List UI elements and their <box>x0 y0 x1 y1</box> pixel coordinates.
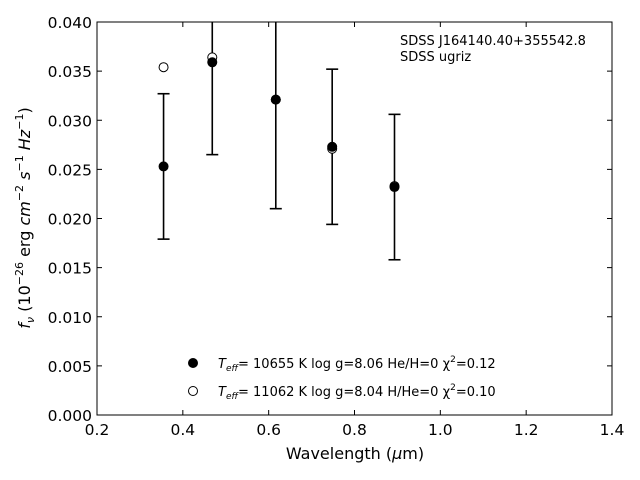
filled-circle-point <box>158 161 169 172</box>
data-marks <box>157 22 401 261</box>
filled-circle-point <box>327 141 338 152</box>
x-tick-label: 0.6 <box>256 421 281 439</box>
x-tick-label: 0.2 <box>85 421 110 439</box>
open-circle-point <box>158 62 169 73</box>
y-tick-label: 0.040 <box>48 14 92 32</box>
y-tick-label: 0.015 <box>48 260 92 278</box>
legend-marker-open <box>188 386 198 396</box>
y-tick-label: 0.025 <box>48 161 92 179</box>
legend-marker-filled <box>188 358 198 368</box>
annotation-line-2: SDSS ugriz <box>400 50 471 65</box>
x-tick-label: 1.2 <box>514 421 539 439</box>
annotation-line-1: SDSS J164140.40+355542.8 <box>400 34 586 49</box>
plot-frame <box>96 21 613 416</box>
filled-circle-point <box>270 94 281 105</box>
y-tick-label: 0.035 <box>48 63 92 81</box>
x-axis-label: Wavelength (μm) <box>286 444 424 463</box>
y-tick-label: 0.020 <box>48 211 92 229</box>
legend-entry-2: Teff= 11062 K log g=8.04 H/He=0 χ2=0.10 <box>218 383 496 402</box>
y-tick-label: 0.030 <box>48 112 92 130</box>
y-tick-label: 0.005 <box>48 358 92 376</box>
legend-entry-1: Teff= 10655 K log g=8.06 He/H=0 χ2=0.12 <box>218 355 496 374</box>
axis-ticks: 0.2 0.4 0.6 0.8 1.0 1.2 1.4 0.000 0.005 0.010 0.01… <box>48 14 625 439</box>
x-tick-label: 1.4 <box>600 421 625 439</box>
x-tick-label: 0.4 <box>171 421 196 439</box>
x-tick-label: 0.8 <box>342 421 367 439</box>
filled-circle-point <box>389 182 400 193</box>
legend: Teff= 10655 K log g=8.06 He/H=0 χ2=0.12 … <box>188 355 496 402</box>
y-axis-label: fν (10−26 erg cm−2 s−1 Hz−1) <box>13 107 37 328</box>
filled-circle-point <box>207 57 218 68</box>
y-tick-label: 0.010 <box>48 309 92 327</box>
y-tick-label: 0.000 <box>48 407 92 425</box>
x-tick-label: 1.0 <box>428 421 453 439</box>
